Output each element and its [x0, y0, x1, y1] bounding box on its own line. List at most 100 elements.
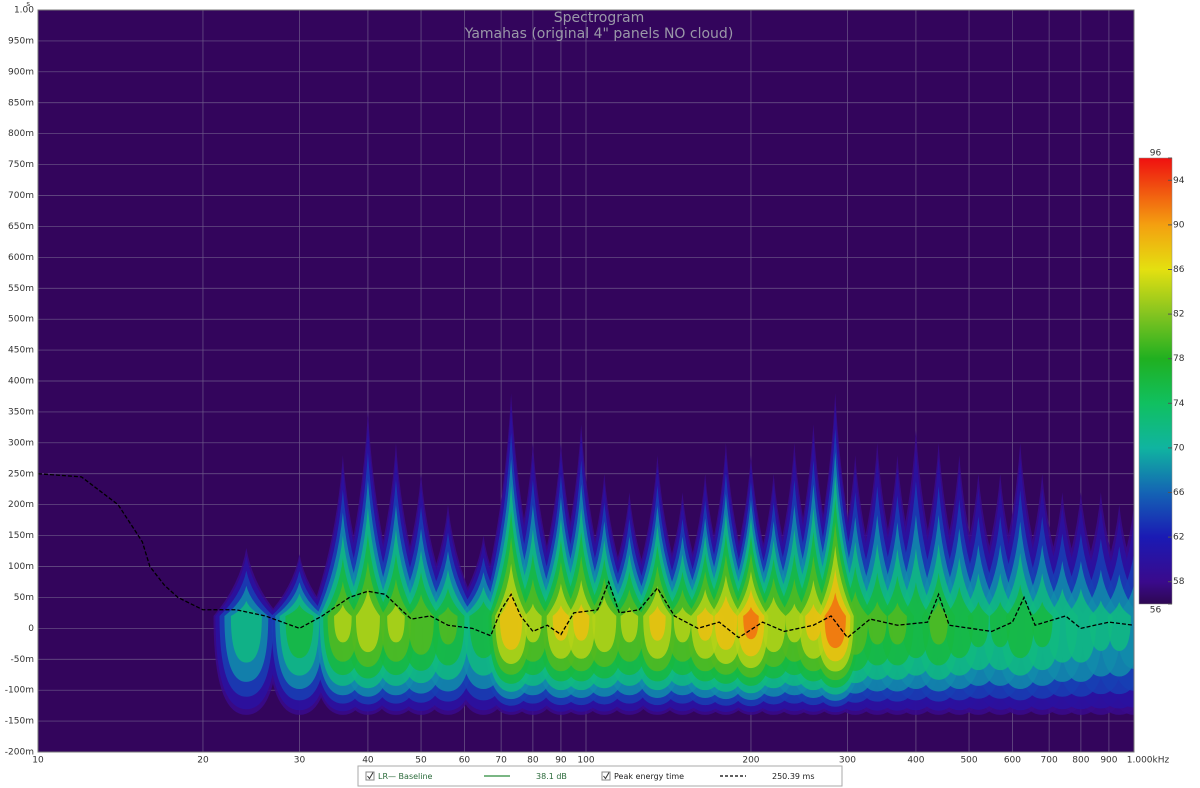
colorbar-tick-label: 66: [1173, 488, 1185, 498]
colorbar-tick-label: 94: [1173, 176, 1185, 186]
x-tick-label: 300: [839, 756, 856, 766]
x-tick-label: 10: [32, 756, 44, 766]
colorbar-tick-label: 96: [1150, 149, 1162, 159]
spectrogram-ridge: [696, 607, 714, 641]
y-tick-label: 350m: [8, 407, 34, 417]
x-tick-label: 1.000kHz: [1127, 756, 1170, 766]
y-tick-label: 150m: [8, 531, 34, 541]
spectrogram-ridge: [620, 607, 639, 643]
y-unit: s: [26, 0, 30, 8]
x-tick-label: 900: [1100, 756, 1117, 766]
y-tick-label: 650m: [8, 222, 34, 232]
y-tick-label: 0: [28, 624, 34, 634]
x-tick-label: 30: [294, 756, 306, 766]
overlay: [38, 473, 1134, 639]
y-tick-label: 900m: [8, 67, 34, 77]
y-tick-label: -200m: [5, 748, 34, 758]
spectrogram-ridge: [355, 588, 380, 653]
x-tick-label: 40: [362, 756, 374, 766]
x-tick-label: 500: [960, 756, 977, 766]
y-tick-label: 100m: [8, 562, 34, 572]
colorbar-tick-label: 86: [1173, 265, 1185, 275]
spectrogram-ridge: [867, 601, 887, 645]
legend-value: 250.39 ms: [772, 772, 815, 781]
spectrogram: [213, 393, 1134, 715]
x-tick-label: 400: [907, 756, 924, 766]
x-tick-label: 600: [1004, 756, 1021, 766]
spectrogram-ridge: [387, 603, 405, 643]
colorbar-tick-label: 62: [1173, 533, 1184, 543]
spectrogram-ridge: [805, 603, 822, 641]
y-tick-label: 850m: [8, 98, 34, 108]
spectrogram-ridge: [572, 603, 590, 641]
colorbar-tick-label: 78: [1173, 354, 1185, 364]
spectrogram-ridge: [945, 586, 974, 659]
y-tick-label: 600m: [8, 253, 34, 263]
spectrogram-ridge: [901, 582, 930, 659]
legend: LR— Baseline 38.1 dB Peak energy time 250.3…: [357, 765, 843, 787]
spectrogram-ridge: [929, 601, 949, 645]
x-tick-label: 90: [555, 756, 567, 766]
y-tick-label: 800m: [8, 129, 34, 139]
y-tick-label: 700m: [8, 191, 34, 201]
plot-frame: [37, 9, 1135, 753]
x-tick-label: 200: [742, 756, 759, 766]
spectrogram-ridge: [1031, 601, 1053, 648]
spectrogram-ridge: [743, 607, 759, 640]
spectrogram-ridge: [499, 589, 523, 650]
spectrogram-ridge: [1006, 584, 1035, 659]
peak-energy-line: [38, 473, 1134, 639]
colorbar-tick-label: 70: [1173, 443, 1185, 453]
colorbar-tick-label: 90: [1173, 220, 1185, 230]
colorbar-tick-label: 82: [1173, 310, 1184, 320]
y-tick-label: 400m: [8, 377, 34, 387]
y-tick-label: 550m: [8, 284, 34, 294]
legend-check: [603, 772, 610, 780]
legend-checkbox: [601, 771, 611, 781]
spectrogram-ridge: [524, 603, 542, 643]
x-tick-label: 60: [459, 756, 471, 766]
y-tick-label: -50m: [11, 655, 34, 665]
x-tick-label: 70: [495, 756, 507, 766]
spectrogram-ridge: [334, 604, 352, 643]
chart-title: Spectrogram: [554, 10, 644, 26]
y-tick-label: 750m: [8, 160, 34, 170]
spectrogram-ridge: [230, 600, 262, 663]
spectrogram-ridge: [592, 597, 617, 653]
legend-box: [357, 765, 843, 787]
colorbar-tick-label: 56: [1150, 606, 1162, 616]
spectrogram-ridge: [408, 594, 434, 655]
colorbar-scale: [1138, 157, 1173, 605]
x-tick-label: 700: [1041, 756, 1058, 766]
x-tick-label: 20: [197, 756, 209, 766]
y-tick-label: 200m: [8, 500, 34, 510]
legend-label: Peak energy time: [614, 772, 684, 781]
y-tick-label: -150m: [5, 717, 34, 727]
x-tick-label: 80: [527, 756, 539, 766]
x-tick-label: 100: [577, 756, 594, 766]
spectrogram-ridge: [989, 601, 1011, 648]
spectrogram-ridge: [785, 603, 804, 643]
legend-check: [367, 772, 374, 780]
y-tick-label: -100m: [5, 686, 34, 696]
spectrogram-ridge: [887, 602, 907, 645]
legend-value: 38.1 dB: [536, 772, 567, 781]
y-tick-label: 50m: [14, 593, 34, 603]
spectrogram-ridge: [761, 597, 786, 653]
y-tick-label: 250m: [8, 469, 34, 479]
y-tick-label: 300m: [8, 438, 34, 448]
colorbar-tick-label: 58: [1173, 577, 1185, 587]
spectrogram-ridge: [673, 607, 692, 643]
y-tick-label: 950m: [8, 36, 34, 46]
legend-label: LR— Baseline: [378, 772, 433, 781]
spectrogram-ridge: [967, 601, 989, 648]
chart-subtitle: Yamahas (original 4" panels NO cloud): [464, 26, 734, 42]
colorbar-tick-label: 74: [1173, 399, 1185, 409]
spectrogram-ridge: [649, 605, 666, 641]
spectrogram-ridge: [824, 592, 846, 649]
x-tick-label: 50: [415, 756, 427, 766]
colorbar: 56 58 62 66 70 74 78 82 86 90 94 96: [1138, 149, 1185, 616]
y-tick-label: 500m: [8, 315, 34, 325]
legend-checkbox: [365, 771, 375, 781]
